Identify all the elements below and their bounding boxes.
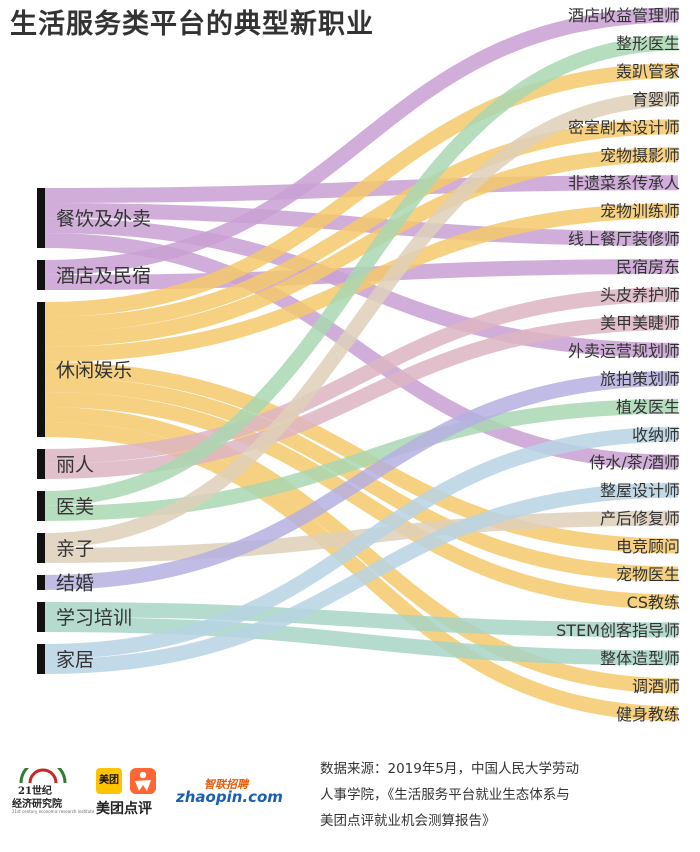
- sankey-link: [44, 287, 679, 464]
- category-label: 结婚: [56, 573, 94, 595]
- job-labels: 酒店收益管理师整形医生轰趴管家育婴师密室剧本设计师宠物摄影师非遗菜系传承人宠物训…: [556, 6, 680, 724]
- source-line: 美团点评就业机会测算报告》: [320, 813, 496, 829]
- job-label: 线上餐厅装修师: [568, 230, 680, 249]
- source-line: 人事学院，《生活服务平台就业生态体系与: [320, 787, 570, 803]
- sankey-link: [44, 7, 679, 275]
- category-label: 丽人: [56, 454, 94, 476]
- category-label: 学习培训: [56, 607, 132, 629]
- page-title: 生活服务类平台的典型新职业: [10, 9, 374, 40]
- sankey-link: [44, 602, 679, 638]
- meituan-name: 美团点评: [96, 801, 152, 817]
- job-label: 宠物医生: [616, 565, 680, 584]
- sankey-link: [44, 392, 679, 610]
- job-label: 美甲美睫师: [600, 313, 680, 332]
- category-bar: [37, 449, 45, 479]
- job-label: 非遗菜系传承人: [568, 174, 680, 193]
- sankey-link: [44, 91, 679, 548]
- category-label: 医美: [56, 496, 94, 518]
- zhaopin-chinese: 智联招聘: [204, 778, 248, 791]
- job-label: 产后修复师: [600, 509, 680, 528]
- dianping-icon: [130, 768, 156, 794]
- job-label: 民宿房东: [616, 258, 680, 277]
- sankey-links: [44, 7, 679, 722]
- job-label: 整屋设计师: [600, 481, 680, 500]
- meituan-dianping-logo: 美团 美团点评: [96, 768, 166, 820]
- job-label: 育婴师: [632, 90, 680, 109]
- sankey-link: [44, 370, 679, 590]
- job-label: 密室剧本设计师: [568, 118, 680, 137]
- sankey-link: [44, 617, 679, 666]
- job-label: 头皮养护师: [600, 286, 680, 305]
- job-label: 植发医生: [616, 397, 680, 416]
- category-bar: [37, 533, 45, 563]
- source-line: 数据来源：2019年5月，中国人民大学劳动: [320, 761, 579, 777]
- job-label: 宠物摄影师: [600, 146, 680, 165]
- job-label: 电竞顾问: [616, 537, 680, 556]
- 21st-century-logo: 21世纪 经济研究院 21st century economic researc…: [12, 768, 94, 820]
- logo-arc-icon: [19, 768, 67, 784]
- category-label: 亲子: [56, 538, 94, 560]
- category-bar: [37, 602, 45, 632]
- job-label: 整体造型师: [600, 649, 680, 668]
- category-label: 餐饮及外卖: [56, 208, 151, 230]
- sankey-link: [44, 119, 679, 332]
- logo-21-subtitle: 经济研究院: [12, 799, 62, 810]
- job-label: 收纳师: [632, 425, 680, 444]
- job-label: 轰趴管家: [616, 62, 680, 81]
- sankey-link: [44, 35, 679, 506]
- category-bar: [37, 575, 45, 590]
- zhaopin-logo: 智联招聘 zhaopin.com: [176, 776, 283, 816]
- category-bars: [37, 188, 45, 674]
- category-bar: [37, 302, 45, 437]
- sankey-link: [44, 314, 679, 479]
- sankey-link: [44, 398, 679, 521]
- job-label: 调酒师: [632, 677, 680, 696]
- category-bar: [37, 188, 45, 248]
- category-label: 酒店及民宿: [56, 265, 151, 287]
- zhaopin-english: zhaopin.com: [176, 788, 283, 806]
- sankey-link: [44, 482, 679, 674]
- sankey-link: [44, 147, 679, 347]
- job-label: 旅拍策划师: [600, 369, 680, 388]
- job-label: 酒店收益管理师: [568, 6, 680, 25]
- job-label: 健身教练: [616, 705, 680, 724]
- job-label: STEM创客指导师: [556, 621, 680, 640]
- job-label: 外卖运营规划师: [568, 341, 680, 360]
- logo-21-name: 21世纪: [18, 786, 52, 797]
- meituan-box-icon: 美团: [96, 768, 122, 794]
- sankey-link: [44, 426, 679, 659]
- category-label: 休闲娱乐: [56, 360, 132, 382]
- category-bar: [37, 644, 45, 674]
- job-label: 宠物训练师: [600, 202, 680, 221]
- job-label: 整形医生: [616, 34, 680, 53]
- data-source-note: 数据来源：2019年5月，中国人民大学劳动 人事学院，《生活服务平台就业生态体系…: [320, 756, 670, 834]
- logo-21-english: 21st century economic research institute: [12, 809, 95, 814]
- category-bar: [37, 260, 45, 290]
- sankey-link: [44, 63, 679, 317]
- category-label: 家居: [56, 649, 94, 671]
- category-bar: [37, 491, 45, 521]
- job-label: CS教练: [627, 593, 680, 612]
- job-label: 侍水/茶/酒师: [589, 453, 680, 472]
